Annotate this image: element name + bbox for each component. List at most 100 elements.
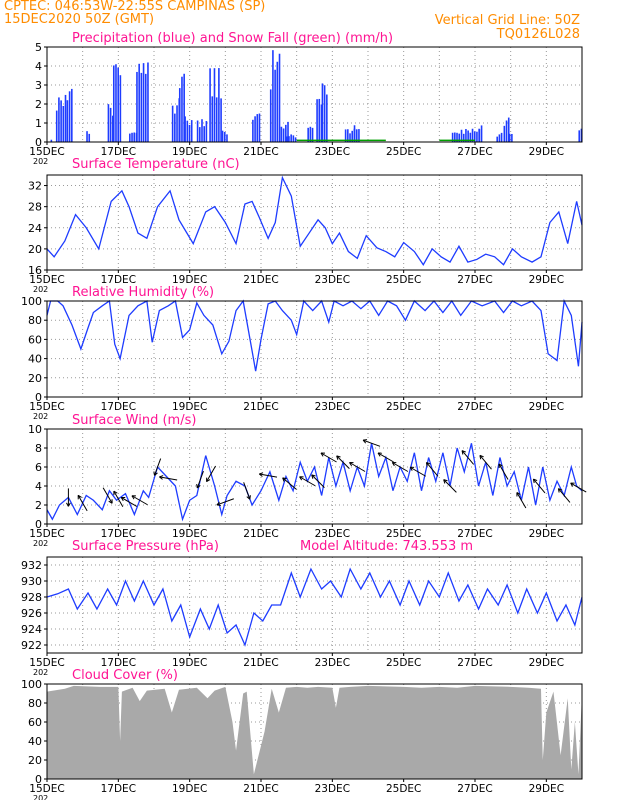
- precip-bar: [199, 127, 201, 142]
- wind-arrow: [516, 492, 527, 509]
- cloud-cover-ytick-label: 0: [35, 773, 42, 786]
- precip-bar: [60, 100, 62, 142]
- precip-bar: [351, 130, 354, 142]
- wind-title: Surface Wind (m/s): [72, 413, 196, 428]
- humidity-series-line: [46, 298, 583, 372]
- cloud-cover-xtick-label: 19DEC: [172, 783, 207, 795]
- precip-bar: [480, 125, 483, 142]
- precip-bar: [318, 98, 321, 142]
- temperature-xtick-label: 15DEC: [29, 274, 64, 286]
- precip-bar: [209, 68, 211, 142]
- wind-ytick-label: 2: [35, 499, 42, 512]
- temperature-xtick-label: 29DEC: [529, 274, 564, 286]
- precip-bar: [66, 100, 69, 142]
- wind-series-line: [46, 443, 583, 522]
- precipitation-ytick-label: 5: [35, 41, 42, 54]
- cloud-cover-xtick-label: 23DEC: [315, 783, 350, 795]
- temperature-xtick-label: 23DEC: [315, 274, 350, 286]
- precip-bar: [188, 124, 191, 142]
- precipitation-xtick-label: 25DEC: [386, 146, 421, 158]
- temperature-xtick-label: 21DEC: [243, 274, 278, 286]
- precip-bar: [288, 136, 290, 142]
- precip-bar: [454, 132, 456, 142]
- wind-arrow: [258, 472, 278, 478]
- precip-bar: [138, 63, 140, 142]
- precip-bar: [292, 135, 295, 142]
- pressure-ytick-label: 922: [21, 639, 42, 652]
- cloud-cover-xtick-label: 17DEC: [101, 783, 136, 795]
- temperature-frame: [46, 174, 583, 271]
- precip-bar: [320, 104, 323, 142]
- wind-xtick-label: 19DEC: [172, 528, 207, 540]
- cloud-cover-ytick-label: 80: [28, 697, 42, 710]
- wind-arrow: [498, 463, 509, 480]
- pressure-xtick-label: 15DEC: [29, 657, 64, 669]
- precipitation-xtick-label: 29DEC: [529, 146, 564, 158]
- pressure-year-label: 202: [33, 668, 48, 677]
- precip-bar: [254, 116, 256, 142]
- precip-bar: [280, 126, 283, 142]
- temperature-xtick-label: 25DEC: [386, 274, 421, 286]
- precip-bar: [478, 129, 481, 142]
- precip-bar: [119, 75, 122, 142]
- precip-bar: [58, 97, 60, 142]
- precip-bar: [285, 136, 288, 142]
- cloud-cover-frame: [46, 683, 583, 780]
- snow-bar: [439, 139, 475, 142]
- precipitation-frame: [46, 46, 583, 143]
- precip-bar: [88, 133, 91, 142]
- wind-arrow: [479, 454, 492, 470]
- cloud-cover-title: Cloud Cover (%): [72, 668, 178, 683]
- pressure-xtick-label: 25DEC: [386, 657, 421, 669]
- precip-bar: [508, 133, 511, 142]
- precipitation-xtick-label: 23DEC: [315, 146, 350, 158]
- cloud-cover-ytick-label: 20: [28, 754, 42, 767]
- precip-bar: [144, 73, 147, 142]
- humidity-xtick-label: 23DEC: [315, 401, 350, 413]
- precip-bar: [174, 113, 176, 142]
- precip-bar: [458, 133, 461, 142]
- precip-bar: [220, 98, 222, 142]
- temperature-ytick-label: 16: [28, 264, 42, 277]
- pressure-ytick-label: 928: [21, 591, 42, 604]
- precip-bar: [221, 130, 224, 142]
- humidity-title: Relative Humidity (%): [72, 285, 214, 300]
- precip-bar: [183, 73, 185, 142]
- wind-ytick-label: 0: [35, 518, 42, 531]
- pressure-xtick-label: 27DEC: [457, 657, 492, 669]
- precipitation-ytick-label: 2: [35, 98, 42, 111]
- precip-bar: [112, 115, 114, 142]
- precip-bar: [316, 99, 318, 142]
- precipitation-ytick-label: 0: [35, 136, 42, 149]
- precip-bar: [326, 94, 328, 142]
- pressure-ytick-label: 926: [21, 607, 42, 620]
- wind-ytick-label: 4: [35, 480, 42, 493]
- temperature-panel: 16 20 24 28 32 15DEC 17DEC 19DEC 21DEC 23DEC 25DEC…: [28, 157, 583, 294]
- pressure-ytick-label: 932: [21, 559, 42, 572]
- wind-arrow: [206, 465, 216, 483]
- wind-arrow: [461, 450, 475, 465]
- precip-bar: [507, 117, 510, 142]
- precip-bar: [140, 72, 143, 142]
- pressure-xtick-label: 19DEC: [172, 657, 207, 669]
- precip-bar: [347, 129, 349, 142]
- pressure-xtick-label: 23DEC: [315, 657, 350, 669]
- temperature-xtick-label: 19DEC: [172, 274, 207, 286]
- wind-arrow: [391, 462, 409, 472]
- wind-arrow: [336, 455, 350, 469]
- temperature-ytick-label: 32: [28, 180, 42, 193]
- precip-bar: [473, 131, 476, 142]
- precip-bar: [55, 110, 58, 142]
- temperature-xtick-label: 27DEC: [457, 274, 492, 286]
- wind-panel: 0 2 4 6 8 10 15DEC 17DEC 19DEC 21DEC 23DEC 25DEC 27D…: [28, 413, 587, 548]
- precip-bar: [226, 134, 228, 142]
- wind-arrow: [282, 477, 297, 490]
- wind-arrow: [311, 474, 325, 488]
- precip-bar: [272, 50, 274, 142]
- precip-bar: [205, 121, 208, 142]
- humidity-xtick-label: 25DEC: [386, 401, 421, 413]
- precip-bar: [117, 67, 119, 142]
- precip-bar: [215, 97, 218, 142]
- pressure-ytick-label: 924: [21, 623, 42, 636]
- snow-bar: [296, 139, 386, 142]
